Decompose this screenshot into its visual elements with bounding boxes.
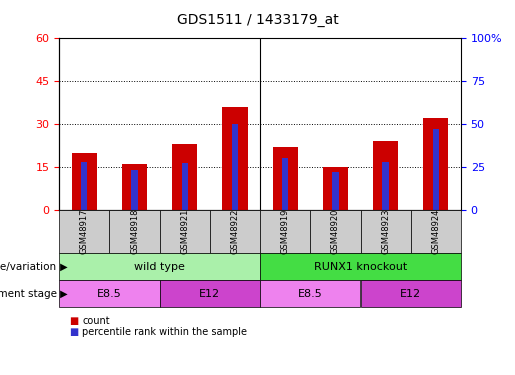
- Text: E8.5: E8.5: [97, 289, 122, 298]
- Bar: [282, 158, 288, 210]
- Text: count: count: [82, 316, 110, 326]
- Text: E12: E12: [400, 289, 421, 298]
- Bar: [423, 118, 449, 210]
- Text: ■: ■: [70, 316, 79, 326]
- Bar: [272, 147, 298, 210]
- Text: GSM48923: GSM48923: [381, 209, 390, 254]
- Bar: [222, 106, 248, 210]
- Bar: [172, 144, 197, 210]
- Text: GSM48921: GSM48921: [180, 209, 189, 254]
- Text: GSM48918: GSM48918: [130, 209, 139, 254]
- Text: ■: ■: [70, 327, 79, 337]
- Bar: [81, 162, 88, 210]
- Bar: [373, 141, 398, 210]
- Text: GSM48924: GSM48924: [432, 209, 440, 254]
- Text: RUNX1 knockout: RUNX1 knockout: [314, 262, 407, 272]
- Text: ▶: ▶: [57, 262, 67, 272]
- Text: wild type: wild type: [134, 262, 185, 272]
- Bar: [232, 124, 238, 210]
- Text: development stage: development stage: [0, 289, 57, 298]
- Text: GSM48920: GSM48920: [331, 209, 340, 254]
- Text: E12: E12: [199, 289, 220, 298]
- Text: E8.5: E8.5: [298, 289, 323, 298]
- Bar: [182, 164, 188, 210]
- Bar: [122, 164, 147, 210]
- Text: GDS1511 / 1433179_at: GDS1511 / 1433179_at: [177, 13, 338, 27]
- Bar: [433, 129, 439, 210]
- Text: percentile rank within the sample: percentile rank within the sample: [82, 327, 247, 337]
- Text: GSM48922: GSM48922: [231, 209, 239, 254]
- Bar: [72, 153, 97, 210]
- Bar: [383, 162, 389, 210]
- Text: GSM48919: GSM48919: [281, 209, 289, 254]
- Bar: [323, 167, 348, 210]
- Bar: [332, 172, 338, 210]
- Bar: [131, 170, 138, 210]
- Text: genotype/variation: genotype/variation: [0, 262, 57, 272]
- Text: ▶: ▶: [57, 289, 67, 298]
- Text: GSM48917: GSM48917: [80, 209, 89, 254]
